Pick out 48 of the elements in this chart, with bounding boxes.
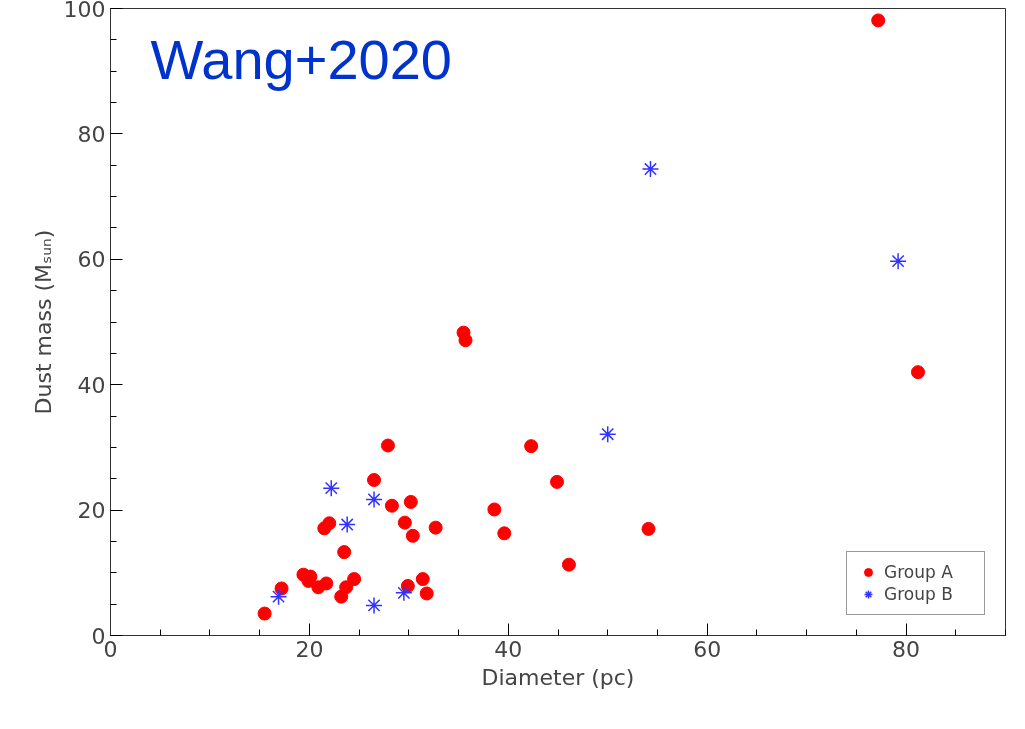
point bbox=[497, 526, 512, 541]
point bbox=[380, 438, 395, 453]
legend-label: Group B bbox=[884, 584, 954, 604]
point bbox=[384, 498, 399, 513]
point bbox=[419, 586, 434, 601]
point bbox=[524, 439, 539, 454]
point bbox=[365, 490, 383, 509]
annotation: Wang+2020 bbox=[150, 27, 452, 91]
y-tick-label: 80 bbox=[77, 121, 106, 147]
y-axis-title: Dust mass (Mₛᵤₙ) bbox=[30, 229, 56, 415]
x-tick-label: 40 bbox=[494, 636, 523, 662]
point bbox=[365, 596, 383, 615]
point bbox=[889, 252, 907, 270]
point bbox=[428, 520, 443, 535]
point bbox=[871, 13, 886, 28]
x-axis-title: Diameter (pc) bbox=[481, 664, 635, 690]
legend-label: Group A bbox=[884, 562, 954, 582]
point bbox=[338, 515, 356, 534]
point bbox=[395, 584, 413, 602]
point bbox=[415, 572, 430, 587]
point bbox=[405, 528, 420, 543]
y-tick-label: 20 bbox=[77, 498, 106, 524]
point bbox=[322, 516, 337, 531]
y-tick-label: 100 bbox=[63, 0, 106, 22]
point bbox=[403, 494, 418, 509]
x-tick-label: 80 bbox=[892, 636, 921, 662]
point bbox=[334, 589, 349, 604]
point bbox=[598, 425, 617, 443]
point bbox=[274, 581, 289, 596]
point bbox=[641, 160, 660, 178]
point bbox=[458, 333, 473, 348]
x-tick-label: 60 bbox=[693, 636, 722, 662]
point bbox=[322, 479, 341, 497]
x-tick-label: 20 bbox=[295, 636, 324, 662]
y-tick-label: 40 bbox=[77, 372, 106, 398]
point bbox=[641, 521, 656, 536]
point bbox=[257, 606, 272, 621]
y-tick-label: 60 bbox=[77, 247, 106, 273]
point bbox=[337, 545, 352, 560]
point bbox=[561, 557, 576, 572]
point bbox=[550, 474, 565, 489]
point bbox=[487, 502, 502, 517]
point bbox=[367, 473, 382, 487]
point bbox=[397, 515, 412, 530]
point bbox=[319, 576, 334, 591]
point bbox=[910, 365, 925, 380]
point bbox=[269, 587, 288, 606]
point bbox=[347, 572, 362, 587]
